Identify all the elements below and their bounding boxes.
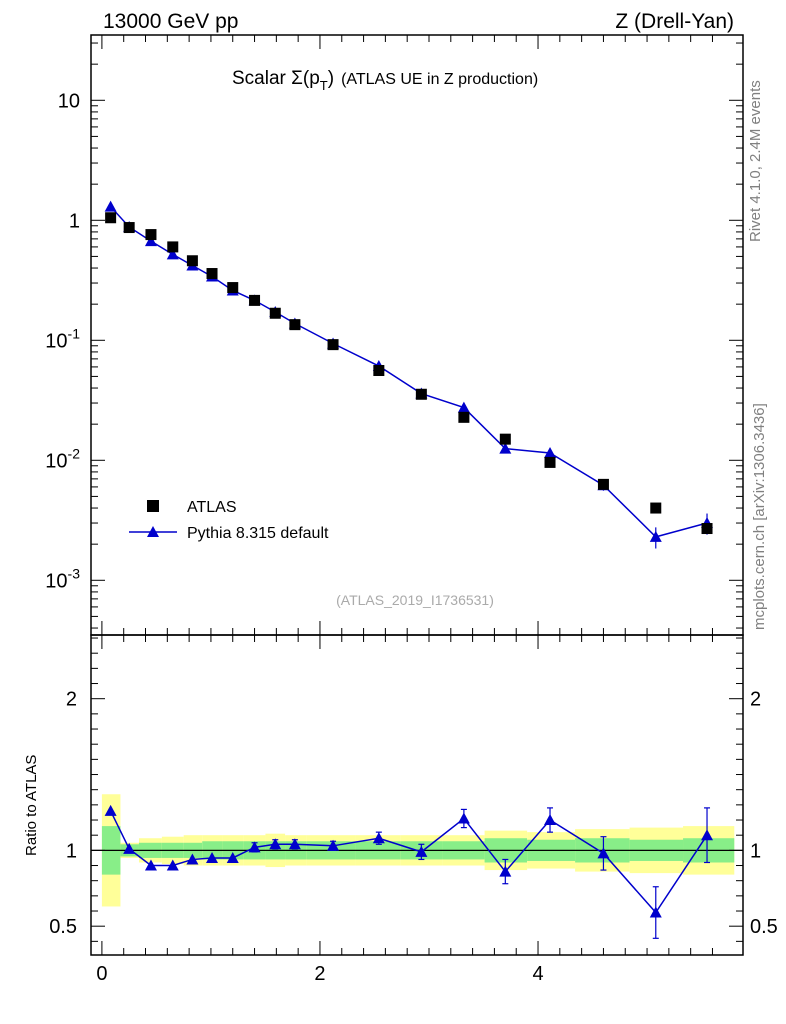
pythia-ratio-marker	[372, 832, 385, 844]
pythia-ratio-marker	[597, 847, 610, 859]
main-ytick-label: 10-1	[45, 325, 80, 352]
main-ytick-label: 1	[69, 210, 80, 232]
energy-label: 13000 GeV pp	[103, 10, 238, 33]
atlas-series-main	[105, 212, 713, 535]
pythia-ratio-marker	[649, 906, 662, 918]
main-ytick-label: 10	[58, 90, 80, 112]
atlas-marker	[650, 502, 662, 514]
legend-pythia-marker	[147, 526, 159, 537]
pythia-ratio-marker	[226, 851, 239, 863]
pythia-marker	[544, 447, 557, 459]
pythia-ratio-marker	[288, 838, 301, 850]
pythia-ratio-marker	[499, 865, 512, 877]
atlas-marker	[499, 433, 511, 445]
ratio-ytick-label-left: 0.5	[49, 916, 77, 938]
ratio-frame	[90, 634, 744, 956]
ratio-ytick-label-right: 2	[750, 689, 761, 711]
title-close: )	[328, 68, 334, 89]
mcplots-label: mcplots.cern.ch [arXiv:1306.3436]	[751, 403, 768, 630]
xtick-labels: 0 2 4	[96, 963, 543, 985]
pythia-marker	[104, 200, 117, 212]
atlas-marker	[269, 307, 281, 319]
ratio-ytick-label-right: 0.5	[750, 916, 778, 938]
pythia-marker	[499, 442, 512, 454]
atlas-marker	[289, 319, 301, 331]
pythia-ratio-marker	[186, 853, 199, 865]
pythia-ratio-marker	[166, 859, 179, 871]
atlas-marker	[206, 268, 218, 280]
pythia-ratio-marker	[123, 842, 136, 854]
pythia-ratio-marker	[327, 839, 340, 851]
xtick-label: 2	[314, 963, 325, 985]
atlas-marker	[544, 456, 556, 468]
ratio-ytick-labels: 0.5 0.5 1 1 2 2	[49, 689, 778, 938]
pythia-series-ratio	[104, 804, 714, 939]
title-subscript: T	[320, 78, 328, 93]
xtick-label: 0	[96, 963, 107, 985]
atlas-marker	[597, 478, 609, 490]
ratio-ytick-label-left: 2	[66, 689, 77, 711]
pythia-ratio-marker	[701, 829, 714, 841]
atlas-marker	[373, 365, 385, 377]
pythia-ratio-marker	[144, 859, 157, 871]
main-ytick-label: 10-3	[45, 565, 80, 592]
main-frame	[90, 34, 744, 636]
pythia-ratio-marker	[248, 841, 261, 853]
pythia-ratio-marker	[104, 804, 117, 816]
analysis-id: (ATLAS_2019_I1736531)	[336, 592, 494, 608]
main-axis-ticks	[91, 35, 743, 635]
rivet-label: Rivet 4.1.0, 2.4M events	[747, 80, 764, 242]
atlas-marker	[415, 388, 427, 400]
ratio-ylabel: Ratio to ATLAS	[23, 755, 40, 856]
legend: ATLAS Pythia 8.315 default	[129, 499, 329, 542]
main-ytick-labels: 10 1 10-1 10-2 10-3	[45, 90, 80, 592]
legend-pythia-label: Pythia 8.315 default	[187, 525, 329, 542]
atlas-marker	[327, 339, 339, 351]
pythia-ratio-marker	[206, 851, 219, 863]
pythia-marker	[166, 248, 179, 260]
atlas-marker	[458, 411, 470, 423]
title-suffix: (ATLAS UE in Z production)	[341, 71, 538, 88]
atlas-marker	[701, 523, 713, 535]
legend-atlas-label: ATLAS	[187, 499, 237, 516]
ratio-ytick-label-left: 1	[66, 840, 77, 862]
atlas-marker	[145, 229, 157, 241]
pythia-marker	[649, 530, 662, 542]
atlas-marker	[167, 241, 179, 253]
atlas-marker	[227, 282, 239, 294]
atlas-marker	[249, 294, 261, 306]
process-label: Z (Drell-Yan)	[615, 10, 734, 33]
pythia-marker	[457, 401, 470, 413]
pythia-ratio-marker	[269, 838, 282, 850]
xtick-label: 4	[532, 963, 543, 985]
pythia-ratio-marker	[457, 812, 470, 824]
title-prefix: Scalar	[232, 68, 291, 89]
atlas-marker	[186, 255, 198, 267]
pythia-line	[110, 206, 708, 538]
pythia-ratio-marker	[544, 814, 557, 826]
atlas-marker	[105, 212, 117, 224]
pythia-series-main	[104, 200, 714, 549]
main-ytick-label: 10-2	[45, 445, 80, 472]
ratio-ytick-label-right: 1	[750, 840, 761, 862]
pythia-marker	[144, 235, 157, 247]
atlas-marker	[123, 222, 135, 234]
pythia-ratio-marker	[415, 845, 428, 857]
title-sigma: Σ(p	[291, 68, 320, 89]
legend-atlas-marker	[147, 500, 159, 512]
ratio-axis-ticks	[91, 635, 743, 955]
chart-title: Scalar Σ(pT) (ATLAS UE in Z production)	[232, 68, 538, 93]
